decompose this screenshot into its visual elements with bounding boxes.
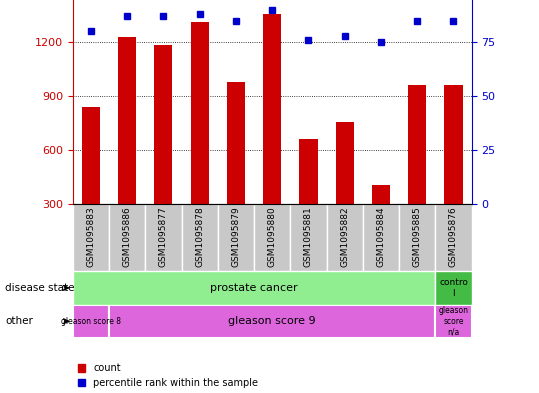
Bar — [436, 305, 472, 338]
Bar — [73, 204, 109, 271]
Bar — [299, 139, 317, 258]
Legend: count, percentile rank within the sample: count, percentile rank within the sample — [78, 363, 258, 388]
Bar — [146, 204, 182, 271]
Text: gleason score 9: gleason score 9 — [229, 316, 316, 326]
Text: GSM1095877: GSM1095877 — [159, 206, 168, 267]
Bar — [445, 85, 462, 258]
Text: other: other — [5, 316, 33, 326]
Text: GSM1095882: GSM1095882 — [340, 206, 349, 267]
Bar — [408, 85, 426, 258]
Bar — [336, 122, 354, 258]
Bar — [263, 14, 281, 258]
Text: GSM1095880: GSM1095880 — [268, 206, 277, 267]
Bar — [291, 204, 327, 271]
Bar — [109, 305, 436, 338]
Bar — [372, 185, 390, 258]
Bar — [399, 204, 436, 271]
Bar — [73, 305, 109, 338]
Text: GSM1095886: GSM1095886 — [123, 206, 132, 267]
Text: GSM1095884: GSM1095884 — [376, 206, 385, 267]
Text: gleason score 8: gleason score 8 — [61, 317, 121, 326]
Text: contro
l: contro l — [439, 278, 468, 298]
Text: GSM1095878: GSM1095878 — [195, 206, 204, 267]
Bar — [436, 271, 472, 305]
Text: GSM1095881: GSM1095881 — [304, 206, 313, 267]
Bar — [118, 37, 136, 258]
Bar — [109, 204, 146, 271]
Bar — [182, 204, 218, 271]
Bar — [363, 204, 399, 271]
Text: GSM1095879: GSM1095879 — [231, 206, 240, 267]
Bar — [436, 204, 472, 271]
Bar — [154, 45, 172, 258]
Bar — [227, 82, 245, 258]
Text: GSM1095876: GSM1095876 — [449, 206, 458, 267]
Bar — [218, 204, 254, 271]
Text: gleason
score
n/a: gleason score n/a — [439, 307, 468, 336]
Bar — [254, 204, 291, 271]
Text: GSM1095883: GSM1095883 — [86, 206, 95, 267]
Text: disease state: disease state — [5, 283, 75, 293]
Bar — [191, 22, 209, 258]
Bar — [82, 107, 100, 258]
Text: GSM1095885: GSM1095885 — [413, 206, 421, 267]
Text: prostate cancer: prostate cancer — [210, 283, 298, 293]
Bar — [327, 204, 363, 271]
